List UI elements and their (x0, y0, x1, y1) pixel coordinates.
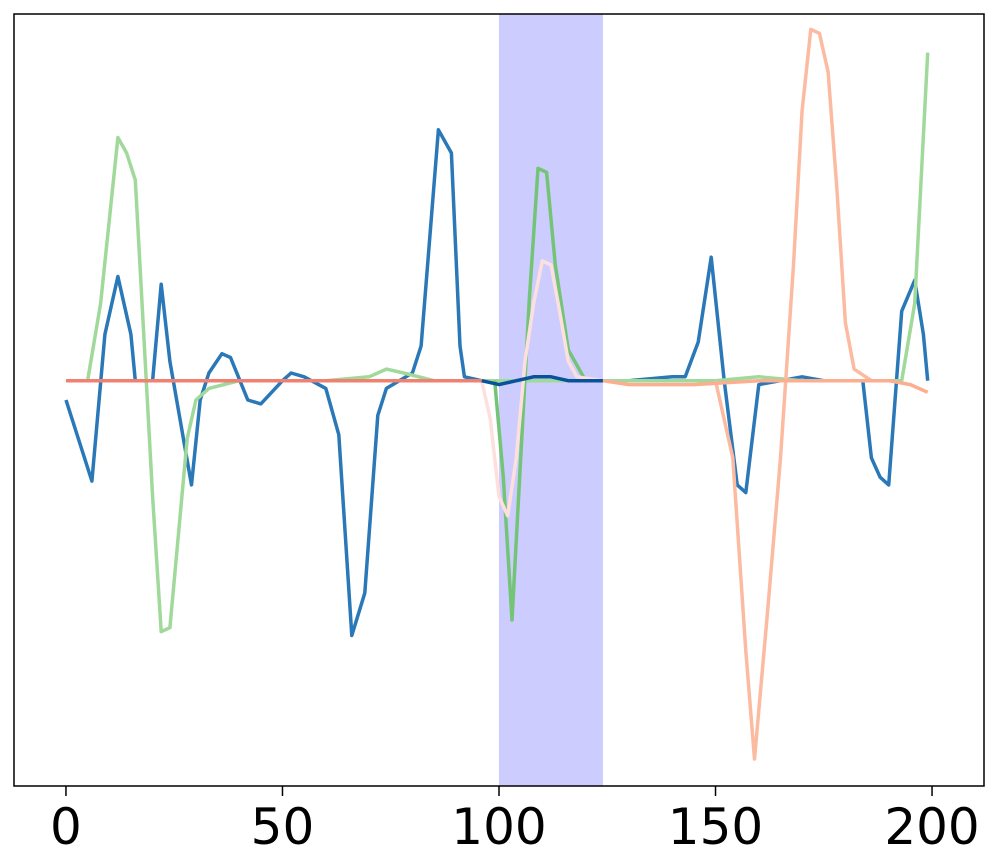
x-tick-label: 150 (668, 798, 763, 856)
series-line-4 (479, 259, 604, 518)
x-tick-label: 200 (884, 798, 979, 856)
highlight-span-layer (499, 14, 603, 786)
highlight-span (499, 14, 603, 786)
series-layer (64, 27, 930, 761)
series-line-8 (481, 375, 603, 387)
x-tick-label: 0 (50, 798, 82, 856)
series-line-5 (713, 27, 873, 761)
x-tick-label: 100 (451, 798, 546, 856)
series-line-7 (602, 378, 929, 394)
x-tick-label: 50 (251, 798, 315, 856)
x-axis: 0 50 100 150 200 (50, 786, 980, 856)
series-line-3 (492, 166, 603, 622)
